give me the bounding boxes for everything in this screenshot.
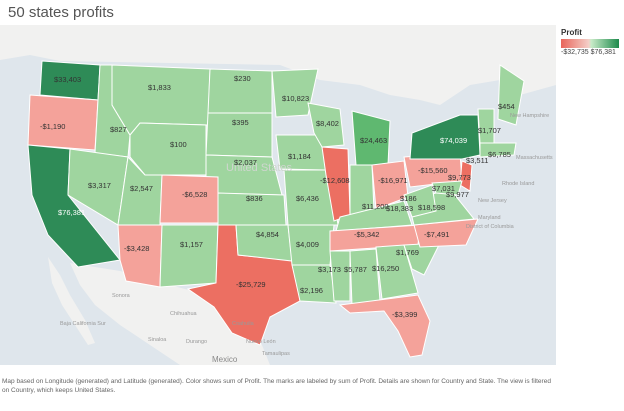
legend-max: $76,381 — [590, 49, 616, 56]
label-sinaloa: Sinaloa — [148, 337, 167, 343]
state-md[interactable] — [431, 180, 463, 196]
map-svg[interactable]: United States Mexico New Hampshire Massa… — [0, 25, 556, 365]
label-coahuila: Coahuila — [232, 321, 255, 327]
label-baja: Baja California Sur — [60, 321, 106, 327]
state-fl[interactable] — [338, 294, 431, 358]
profit-label-in: $18,383 — [386, 204, 413, 213]
profit-label-il: -$12,608 — [320, 176, 350, 185]
profit-label-wa: $33,403 — [54, 75, 81, 84]
profit-label-ok: $4,854 — [256, 230, 279, 239]
view-title: 50 states profits — [8, 4, 114, 21]
profit-label-mo: $6,436 — [296, 194, 319, 203]
state-wv[interactable] — [403, 184, 437, 218]
state-mn[interactable] — [271, 68, 319, 118]
profit-label-sd: $395 — [232, 118, 249, 127]
state-profit-labels: $33,403 -$1,190 $76,381 $827 $1,833 $230… — [40, 74, 515, 319]
profit-label-nm: $1,157 — [180, 240, 203, 249]
profit-label-pa: -$15,560 — [418, 166, 448, 175]
profit-label-me: $454 — [498, 102, 515, 111]
state-shapes[interactable] — [27, 60, 525, 358]
state-ma[interactable] — [479, 142, 517, 158]
legend-title: Profit — [561, 28, 582, 37]
profit-label-ar: $4,009 — [296, 240, 319, 249]
profit-label-wy: $100 — [170, 140, 187, 149]
profit-label-al: $5,787 — [344, 265, 367, 274]
profit-label-nj: $9,773 — [448, 173, 471, 182]
profit-label-ca: $76,381 — [58, 208, 85, 217]
baja-land — [48, 257, 95, 345]
legend-color-ramp — [561, 39, 619, 48]
profit-label-ma: $6,785 — [488, 150, 511, 159]
profit-label-ks: $836 — [246, 194, 263, 203]
label-rhode-island: Rhode Island — [502, 181, 534, 187]
view-caption: Map based on Longitude (generated) and L… — [2, 378, 551, 394]
state-ky[interactable] — [335, 200, 413, 232]
background-labels: United States Mexico New Hampshire Massa… — [60, 113, 553, 364]
state-ms[interactable] — [329, 250, 351, 302]
label-maryland: Maryland — [478, 215, 501, 221]
label-new-hampshire: New Hampshire — [510, 113, 549, 119]
profit-label-ms: $3,173 — [318, 265, 341, 274]
label-new-jersey: New Jersey — [478, 198, 507, 204]
profit-label-va: $18,598 — [418, 203, 445, 212]
profit-label-de: $9,977 — [446, 190, 469, 199]
profit-legend[interactable]: Profit -$32,735 $76,381 — [561, 28, 623, 56]
state-me[interactable] — [497, 64, 525, 126]
profit-label-wi: $8,402 — [316, 119, 339, 128]
profit-label-ky: $11,200 — [362, 202, 389, 211]
profit-label-nd: $230 — [234, 74, 251, 83]
mexico-land — [70, 263, 270, 365]
profit-label-ut: $2,547 — [130, 184, 153, 193]
state-nj[interactable] — [459, 160, 473, 192]
state-wi[interactable] — [307, 102, 345, 148]
profit-label-nv: $3,317 — [88, 181, 111, 190]
profit-label-tn: -$5,342 — [354, 230, 379, 239]
label-mexico: Mexico — [212, 355, 238, 364]
profit-label-az: -$3,428 — [124, 244, 149, 253]
state-wy[interactable] — [129, 122, 207, 176]
profit-label-ct: $3,511 — [466, 156, 488, 165]
label-dc: District of Columbia — [466, 224, 515, 230]
profit-label-la: $2,196 — [300, 286, 323, 295]
label-durango: Durango — [186, 339, 207, 345]
profit-label-sc: $1,769 — [396, 248, 419, 257]
profit-label-fl: -$3,399 — [392, 310, 417, 319]
map-view[interactable]: United States Mexico New Hampshire Massa… — [0, 25, 556, 365]
profit-label-wv: $186 — [400, 194, 417, 203]
profit-label-nc: -$7,491 — [424, 230, 449, 239]
legend-min: -$32,735 — [561, 49, 589, 56]
state-la[interactable] — [291, 264, 337, 304]
state-nm[interactable] — [159, 224, 219, 288]
profit-label-md: $7,031 — [432, 184, 455, 193]
label-massachusetts: Massachusetts — [516, 155, 553, 161]
profit-label-vt: $1,707 — [478, 126, 501, 135]
profit-label-ia: $1,184 — [288, 152, 311, 161]
profit-label-tx: -$25,729 — [236, 280, 266, 289]
label-sonora: Sonora — [112, 293, 131, 299]
state-al[interactable] — [349, 248, 381, 306]
label-nuevo-leon: Nuevo León — [246, 339, 276, 345]
profit-label-ne: $2,037 — [234, 158, 257, 167]
profit-label-oh: -$16,971 — [378, 176, 408, 185]
label-tamaulipas: Tamaulipas — [262, 351, 290, 357]
label-chihuahua: Chihuahua — [170, 311, 198, 317]
profit-label-mn: $10,823 — [282, 94, 309, 103]
profit-label-ga: $16,250 — [372, 264, 399, 273]
legend-range: -$32,735 $76,381 — [561, 49, 623, 56]
canada-land — [0, 25, 556, 105]
profit-label-co: -$6,528 — [182, 190, 207, 199]
profit-label-or: -$1,190 — [40, 122, 65, 131]
profit-label-mi: $24,463 — [360, 136, 387, 145]
state-ga[interactable] — [375, 244, 419, 300]
state-co[interactable] — [159, 174, 219, 224]
profit-label-id: $827 — [110, 125, 127, 134]
profit-label-mt: $1,833 — [148, 83, 171, 92]
profit-label-ny: $74,039 — [440, 136, 467, 145]
state-az[interactable] — [117, 224, 163, 288]
label-united-states: United States — [226, 162, 293, 174]
